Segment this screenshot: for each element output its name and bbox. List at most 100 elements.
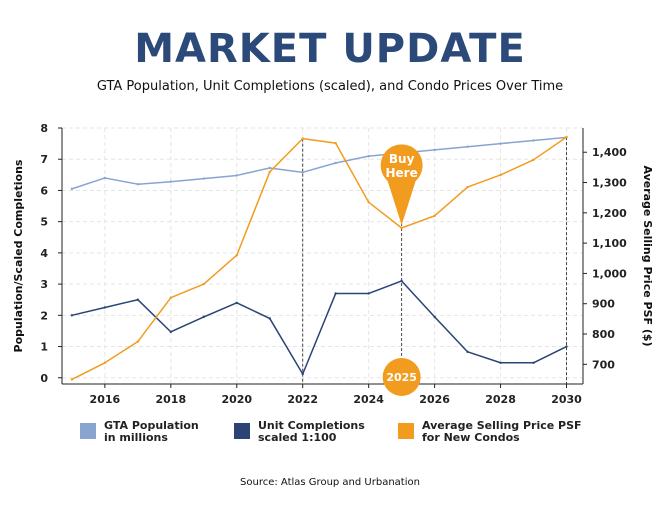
data-point-completions bbox=[301, 372, 304, 376]
legend-swatch-completions bbox=[234, 423, 250, 439]
y-tick-label-left: 3 bbox=[40, 278, 48, 291]
legend-label-completions: Unit Completions bbox=[258, 419, 365, 432]
series-line-population bbox=[71, 136, 567, 190]
data-point-price bbox=[532, 158, 535, 162]
year-badge-label: 2025 bbox=[386, 371, 417, 384]
data-point-price bbox=[499, 173, 502, 177]
y-tick-label-left: 4 bbox=[40, 247, 48, 260]
data-point-price bbox=[400, 226, 403, 230]
data-point-price bbox=[103, 361, 107, 364]
y-tick-label-right: 1,400 bbox=[592, 146, 627, 159]
data-point-completions bbox=[400, 279, 403, 283]
legend-sublabel-completions: scaled 1:100 bbox=[258, 431, 337, 444]
series-line-price bbox=[71, 136, 567, 381]
data-point-population bbox=[235, 174, 238, 177]
page-title: MARKET UPDATE bbox=[134, 26, 526, 72]
data-point-population bbox=[532, 139, 535, 142]
data-point-price bbox=[202, 282, 205, 286]
y-tick-label-right: 1,200 bbox=[592, 207, 627, 220]
x-tick-label: 2030 bbox=[551, 393, 582, 406]
series-line-completions bbox=[71, 280, 567, 375]
legend-item-population: GTA Population in millions bbox=[80, 420, 199, 444]
data-point-completions bbox=[202, 315, 205, 319]
data-point-completions bbox=[268, 317, 271, 320]
data-point-population bbox=[268, 166, 271, 170]
data-point-price bbox=[301, 137, 304, 140]
y-tick-label-right: 1,100 bbox=[592, 237, 627, 250]
data-point-completions bbox=[433, 315, 436, 319]
data-point-price bbox=[433, 214, 436, 218]
data-point-population bbox=[301, 171, 304, 174]
data-point-price bbox=[334, 141, 337, 145]
y-tick-label-right: 1,000 bbox=[592, 267, 627, 280]
data-point-price bbox=[466, 185, 469, 189]
line-chart: 0 1 2 3 4 5 6 7 8 700 800 900 1,000 1,100 1,200 1,300 1,… bbox=[12, 122, 654, 406]
y-axis-title-left: Population/Scaled Completions bbox=[12, 159, 25, 352]
data-point-completions bbox=[103, 306, 107, 309]
data-point-population bbox=[202, 177, 205, 180]
x-tick-label: 2020 bbox=[221, 393, 252, 406]
data-point-completions bbox=[565, 345, 568, 348]
legend-swatch-price bbox=[398, 423, 414, 439]
data-point-population bbox=[103, 176, 107, 180]
data-point-population bbox=[367, 154, 370, 158]
y-tick-label-left: 6 bbox=[40, 184, 48, 197]
y-tick-label-left: 0 bbox=[40, 372, 48, 385]
data-point-price bbox=[70, 378, 74, 381]
y-tick-label-right: 700 bbox=[592, 358, 615, 371]
series-lines bbox=[70, 135, 568, 381]
data-point-completions bbox=[499, 361, 502, 364]
data-point-price bbox=[367, 201, 370, 204]
source-note: Source: Atlas Group and Urbanation bbox=[240, 477, 420, 488]
vertical-guides bbox=[302, 137, 567, 384]
data-point-price bbox=[565, 135, 568, 139]
data-point-population bbox=[136, 182, 140, 186]
y-tick-label-left: 5 bbox=[40, 216, 48, 229]
data-point-population bbox=[169, 180, 173, 183]
y-tick-label-left: 2 bbox=[40, 309, 48, 322]
data-point-price bbox=[169, 296, 173, 299]
x-tick-label: 2026 bbox=[419, 393, 450, 406]
x-tick-label: 2022 bbox=[287, 393, 318, 406]
data-point-population bbox=[334, 161, 337, 165]
y-tick-label-left: 8 bbox=[40, 122, 48, 135]
axes: 0 1 2 3 4 5 6 7 8 700 800 900 1,000 1,100 1,200 1,300 1,… bbox=[12, 122, 654, 406]
data-point-price bbox=[136, 340, 140, 343]
buy-here-label-line1: Buy bbox=[389, 152, 415, 166]
buy-here-pin bbox=[380, 144, 423, 225]
data-point-price bbox=[235, 254, 238, 257]
data-point-completions bbox=[136, 298, 140, 301]
data-point-completions bbox=[70, 314, 74, 317]
data-point-price bbox=[268, 170, 271, 174]
data-point-completions bbox=[367, 292, 370, 295]
y-tick-label-left: 1 bbox=[40, 341, 48, 354]
data-point-completions bbox=[235, 301, 238, 305]
data-point-completions bbox=[532, 361, 535, 364]
data-point-completions bbox=[169, 330, 173, 334]
legend-sublabel-price: for New Condos bbox=[422, 431, 520, 444]
data-point-population bbox=[499, 142, 502, 145]
data-point-completions bbox=[466, 350, 469, 354]
legend-item-price: Average Selling Price PSF for New Condos bbox=[398, 420, 582, 444]
legend-swatch-population bbox=[80, 423, 96, 439]
y-tick-label-left: 7 bbox=[40, 153, 48, 166]
x-tick-label: 2016 bbox=[90, 393, 121, 406]
data-point-population bbox=[466, 145, 469, 148]
chart-subtitle: GTA Population, Unit Completions (scaled… bbox=[96, 79, 564, 94]
x-tick-label: 2024 bbox=[353, 393, 384, 406]
y-tick-label-right: 1,300 bbox=[592, 177, 627, 190]
legend: GTA Population in millions Unit Completi… bbox=[80, 420, 640, 460]
legend-label-population: GTA Population bbox=[104, 419, 199, 432]
y-tick-label-right: 900 bbox=[592, 298, 615, 311]
x-tick-label: 2018 bbox=[156, 393, 187, 406]
data-point-population bbox=[70, 187, 74, 191]
y-axis-title-right: Average Selling Price PSF ($) bbox=[641, 165, 654, 346]
y-tick-label-right: 800 bbox=[592, 328, 615, 341]
x-tick-label: 2028 bbox=[485, 393, 516, 406]
buy-here-label-line2: Here bbox=[386, 166, 418, 180]
data-point-completions bbox=[334, 292, 337, 295]
legend-item-completions: Unit Completions scaled 1:100 bbox=[234, 420, 365, 444]
legend-sublabel-population: in millions bbox=[104, 431, 168, 444]
data-point-population bbox=[433, 148, 436, 152]
